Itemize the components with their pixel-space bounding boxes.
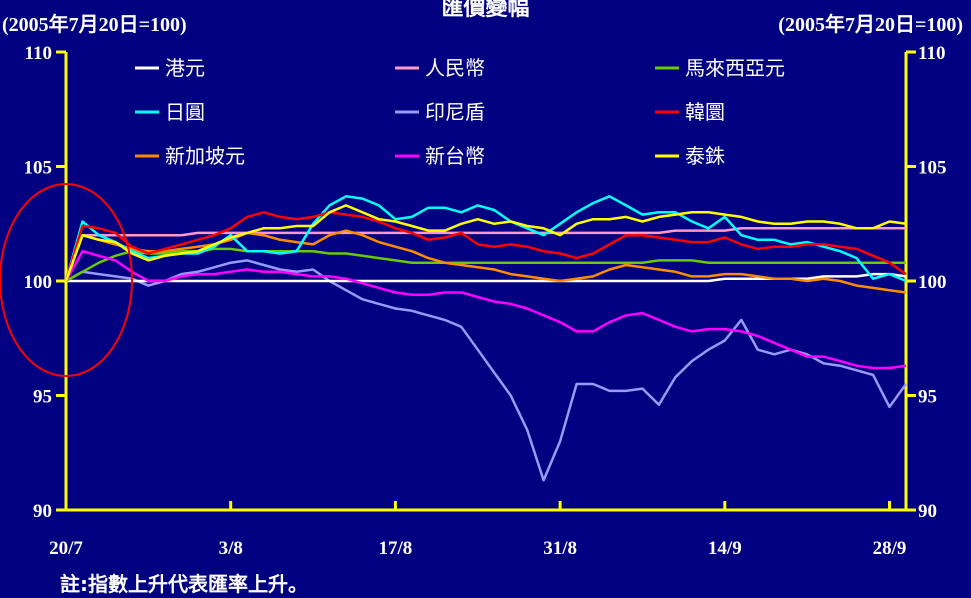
legend-label: 印尼盾	[425, 100, 485, 124]
series-line	[64, 249, 907, 370]
series-line	[64, 227, 906, 282]
base-label-left: (2005年7月20日=100)	[2, 14, 187, 36]
y-tick-label-left: 105	[24, 158, 53, 179]
base-label-right: (2005年7月20日=100)	[778, 14, 963, 36]
series-line	[65, 259, 908, 482]
series-line	[64, 195, 907, 283]
y-tick-label-left: 100	[24, 272, 53, 293]
y-tick-label-right: 95	[918, 387, 937, 408]
x-tick-label: 31/8	[543, 538, 577, 559]
x-tick-label: 17/8	[379, 538, 413, 559]
legend-label: 馬來西亞元	[685, 56, 785, 80]
series-line	[64, 211, 907, 282]
y-tick-label-left: 90	[33, 501, 52, 522]
series-line	[64, 204, 907, 282]
legend-label: 韓圜	[685, 100, 725, 124]
y-tick-label-right: 100	[918, 272, 947, 293]
legend-label: 日圓	[165, 100, 205, 124]
legend-label: 人民幣	[425, 56, 485, 80]
y-tick-label-left: 95	[33, 387, 52, 408]
x-tick-label: 28/9	[873, 538, 907, 559]
highlight-ellipse	[0, 183, 133, 377]
y-tick-label-left: 110	[25, 43, 52, 64]
footnote: 註:指數上升代表匯率上升。	[60, 572, 308, 596]
y-tick-label-right: 110	[918, 43, 945, 64]
x-tick-label: 20/7	[49, 538, 83, 559]
y-tick-label-right: 90	[918, 501, 937, 522]
legend-label: 港元	[165, 56, 205, 80]
series-line	[64, 229, 907, 294]
x-tick-label: 14/9	[708, 538, 742, 559]
y-tick-label-right: 105	[918, 158, 947, 179]
legend-label: 泰銖	[685, 144, 725, 168]
chart-title: 匯價變幅	[441, 0, 530, 20]
x-tick-label: 3/8	[219, 538, 243, 559]
legend-label: 新加坡元	[165, 144, 245, 168]
legend-label: 新台幣	[425, 144, 485, 168]
